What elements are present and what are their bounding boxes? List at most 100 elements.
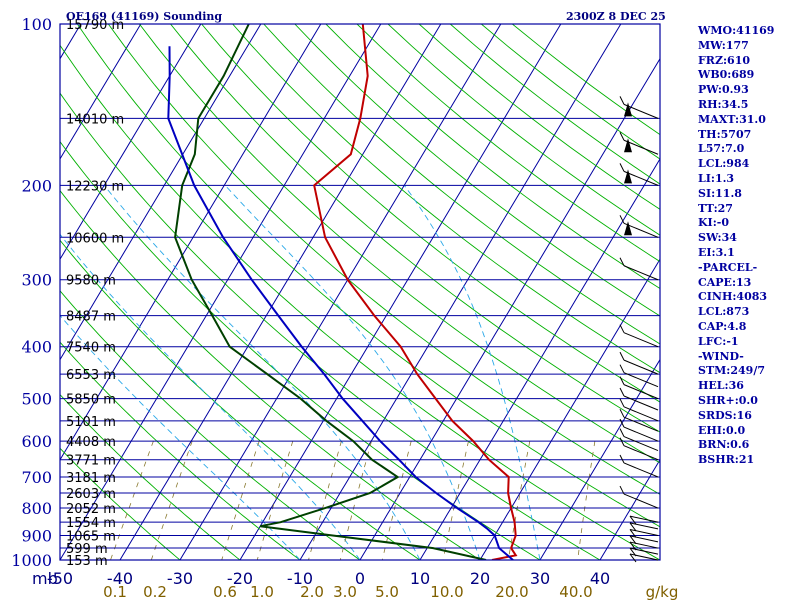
- chart-series: [167, 24, 518, 560]
- temperature-tick-label: 30: [530, 569, 550, 588]
- temperature-tick-label: -30: [167, 569, 193, 588]
- height-label: 2603 m: [66, 487, 116, 502]
- index-value: MW:177: [698, 38, 749, 52]
- moist-adiabat-line: [224, 185, 481, 560]
- height-label: 5101 m: [66, 415, 116, 430]
- mixing-ratio-line: [110, 440, 154, 560]
- index-value: SRDS:16: [698, 408, 752, 422]
- index-value: SW:34: [698, 231, 737, 245]
- index-value: TH:5707: [698, 127, 752, 141]
- height-label: 1554 m: [66, 516, 116, 531]
- index-value: RH:34.5: [698, 97, 749, 111]
- index-value: FRZ:610: [698, 53, 751, 67]
- temperature-tick-label: 10: [410, 569, 430, 588]
- index-value: EHI:0.0: [698, 423, 746, 437]
- wind-barb: [619, 398, 659, 422]
- height-label: 10600 m: [66, 231, 124, 246]
- index-value: LCL:873: [698, 305, 750, 319]
- mixing-ratio-tick-label: 0.2: [143, 583, 167, 600]
- height-label: 2052 m: [66, 502, 116, 517]
- pressure-tick-label: 500: [21, 390, 52, 409]
- index-value: STM:249/7: [698, 364, 765, 378]
- wind-barb: [619, 324, 659, 348]
- index-value: PW:0.93: [698, 83, 749, 97]
- height-label: 153 m: [66, 554, 108, 569]
- pressure-tick-label: 1000: [11, 551, 52, 570]
- parcel-profile: [167, 46, 514, 560]
- mixing-ratio-unit-label: g/kg: [646, 583, 679, 600]
- mixing-ratio-tick-label: 3.0: [333, 583, 357, 600]
- mixing-ratio-tick-label: 40.0: [559, 583, 592, 600]
- index-value: CINH:4083: [698, 290, 768, 304]
- temperature-tick-label: 40: [590, 569, 610, 588]
- temperature-tick-label: 0: [355, 569, 365, 588]
- index-value: SHR+:0.0: [698, 393, 758, 407]
- wind-barb: [629, 541, 659, 551]
- wind-barb: [619, 215, 659, 238]
- temperature-tick-label: -50: [47, 569, 73, 588]
- moist-adiabat-line: [60, 233, 361, 560]
- pressure-tick-label: 200: [21, 176, 52, 195]
- pressure-tick-label: 100: [21, 15, 52, 34]
- temperature-tick-label: -20: [227, 569, 253, 588]
- wind-barb: [629, 528, 659, 538]
- index-value: WB0:689: [698, 68, 755, 82]
- pressure-tick-label: 300: [21, 271, 52, 290]
- height-label: 14010 m: [66, 112, 124, 127]
- wind-barb: [619, 408, 659, 432]
- wind-barb: [629, 535, 659, 545]
- height-label: 15790 m: [66, 18, 124, 33]
- mixing-ratio-tick-label: 10.0: [430, 583, 463, 600]
- wind-barb: [629, 515, 659, 525]
- index-value: LFC:-1: [698, 334, 739, 348]
- indices-panel: WMO:41169 MW:177 FRZ:610 WB0:689 PW:0.93 RH:3…: [698, 24, 798, 468]
- station-title: OE169 (41169) Sounding: [66, 10, 222, 23]
- index-value: CAP:4.8: [698, 319, 747, 333]
- pressure-unit-label: mb: [32, 569, 58, 588]
- index-value: CAPE:13: [698, 275, 752, 289]
- index-value: HEL:36: [698, 379, 744, 393]
- mixing-ratio-tick-label: 2.0: [300, 583, 324, 600]
- pressure-tick-label: 900: [21, 526, 52, 545]
- wind-barb: [619, 376, 659, 400]
- temperature-tick-label: -10: [287, 569, 313, 588]
- height-label: 3181 m: [66, 471, 116, 486]
- index-value: -PARCEL-: [698, 260, 758, 274]
- height-label: 3771 m: [66, 454, 116, 469]
- height-label: 7540 m: [66, 341, 116, 356]
- index-value: BRN:0.6: [698, 438, 750, 452]
- wind-barb: [619, 364, 659, 388]
- wind-barb: [619, 387, 659, 411]
- wind-barb: [619, 437, 659, 461]
- index-value: WMO:41169: [698, 24, 775, 37]
- wind-barb: [619, 163, 659, 186]
- wind-barb: [619, 418, 659, 442]
- wind-barb: [619, 485, 659, 509]
- wind-barbs: [619, 96, 659, 563]
- height-label: 6553 m: [66, 368, 116, 383]
- index-value: KI:-0: [698, 216, 729, 230]
- height-label: 5850 m: [66, 393, 116, 408]
- index-value: SI:11.8: [698, 186, 742, 200]
- temperature-tick-label: -40: [107, 569, 133, 588]
- mixing-ratio-tick-label: 20.0: [495, 583, 528, 600]
- height-label: 4408 m: [66, 435, 116, 450]
- temperature-profile: [313, 24, 518, 560]
- wind-barb: [619, 96, 659, 119]
- wind-barb: [619, 351, 659, 375]
- index-value: MAXT:31.0: [698, 112, 766, 126]
- height-label: 12230 m: [66, 179, 124, 194]
- mixing-ratio-tick-label: 5.0: [375, 583, 399, 600]
- height-label: 8487 m: [66, 310, 116, 325]
- pressure-tick-label: 700: [21, 468, 52, 487]
- wind-barb: [619, 428, 659, 452]
- wind-barb: [619, 454, 659, 478]
- index-value: EI:3.1: [698, 245, 735, 259]
- chart-grid: [60, 24, 660, 560]
- wind-barb: [619, 257, 659, 281]
- wind-barb: [629, 522, 659, 532]
- index-value: -WIND-: [698, 349, 744, 363]
- mixing-ratio-tick-label: 1.0: [250, 583, 274, 600]
